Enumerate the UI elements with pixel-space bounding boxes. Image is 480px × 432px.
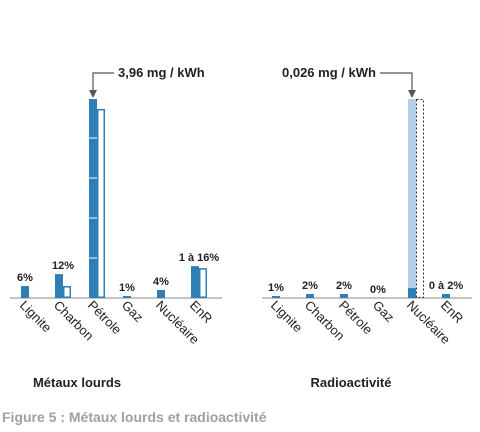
range-outline-pétrole xyxy=(97,108,105,298)
category-label-gaz: Gaz xyxy=(370,298,397,325)
range-dotted-nucléaire xyxy=(416,99,424,298)
category-label-enr: EnR xyxy=(187,298,215,326)
value-label-lignite: 6% xyxy=(17,272,33,284)
value-label-enr: 0 à 2% xyxy=(429,280,463,292)
bar-nucléaire xyxy=(157,290,165,298)
value-label-charbon: 2% xyxy=(302,280,318,292)
value-label-charbon: 12% xyxy=(52,260,74,272)
chart-title-radioactivity: Radioactivité xyxy=(311,375,392,390)
value-label-pétrole: 2% xyxy=(336,280,352,292)
category-label-lignite: Lignite xyxy=(268,298,306,336)
value-label-enr: 1 à 16% xyxy=(179,252,220,264)
bar-enr xyxy=(442,294,450,298)
category-label-enr: EnR xyxy=(438,298,466,326)
annotation-label: 3,96 mg / kWh xyxy=(118,65,205,80)
bar-pétrole xyxy=(340,294,348,298)
chart-title-heavy-metals: Métaux lourds xyxy=(33,375,121,390)
range-outline-charbon xyxy=(63,286,71,298)
annotation-leader-line xyxy=(92,72,114,90)
value-label-nucléaire: 4% xyxy=(153,276,169,288)
bar-lignite xyxy=(272,296,280,298)
value-label-gaz: 1% xyxy=(119,282,135,294)
category-label-lignite: Lignite xyxy=(17,298,55,336)
bar-lignite xyxy=(21,286,29,298)
value-label-lignite: 1% xyxy=(268,282,284,294)
range-outline-enr xyxy=(199,268,207,298)
category-label-gaz: Gaz xyxy=(119,298,146,325)
annotation-arrowhead xyxy=(89,90,97,98)
bar-light-nucléaire xyxy=(408,99,416,289)
bar-enr xyxy=(191,266,199,298)
bar-charbon xyxy=(306,294,314,298)
bar-gaz xyxy=(123,296,131,298)
bar-charbon xyxy=(55,274,63,298)
bar-nucléaire xyxy=(408,288,416,298)
annotation-leader-line xyxy=(379,72,413,90)
value-label-gaz: 0% xyxy=(370,284,386,296)
figure-caption: Figure 5 : Métaux lourds et radioactivit… xyxy=(2,409,267,425)
annotation-arrowhead xyxy=(408,90,416,98)
chart-heavy-metals: 6%Lignite12%CharbonPétrole1%Gaz4%Nucléai… xyxy=(10,65,222,347)
bar-pétrole xyxy=(89,99,97,298)
annotation-label: 0,026 mg / kWh xyxy=(282,65,376,80)
